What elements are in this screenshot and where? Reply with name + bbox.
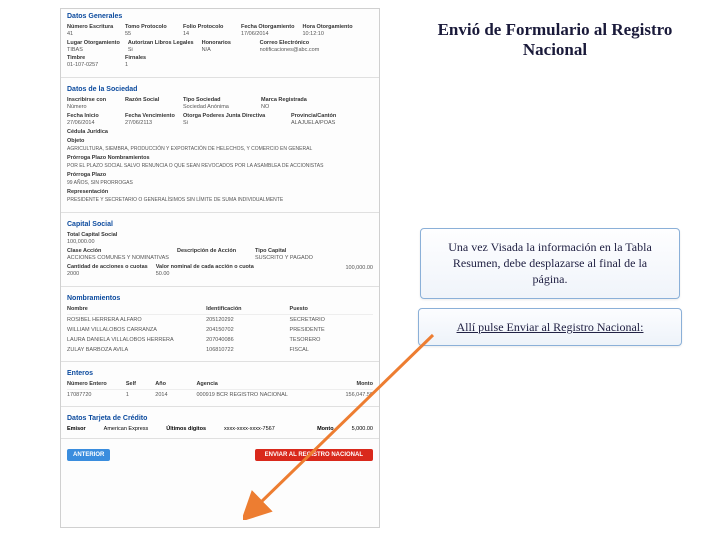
val: Si — [128, 47, 194, 53]
lbl: Tipo Capital — [255, 248, 313, 254]
section-title: Nombramientos — [67, 295, 373, 302]
lbl: Representación — [67, 189, 283, 195]
col-puesto: Puesto — [290, 306, 373, 312]
lbl: Fecha Inicio — [67, 113, 117, 119]
col-nombre: Nombre — [67, 306, 206, 312]
section-title: Datos Generales — [67, 13, 373, 20]
table-row: ZULAY BARBOZA AVILA106810722FISCAL — [67, 345, 373, 355]
lbl: Hora Otorgamiento — [302, 24, 352, 30]
val: xxxx-xxxx-xxxx-7567 — [224, 426, 275, 432]
val: PRESIDENTE Y SECRETARIO O GENERALÍSIMOS … — [67, 197, 283, 203]
section-title: Datos Tarjeta de Crédito — [67, 415, 373, 422]
table-row: WILLIAM VILLALOBOS CARRANZA204150702PRES… — [67, 325, 373, 335]
val: ACCIONES COMUNES Y NOMINATIVAS — [67, 255, 169, 261]
section-tarjeta: Datos Tarjeta de Crédito Emisor American… — [61, 411, 379, 439]
val: SUSCRITO Y PAGADO — [255, 255, 313, 261]
val: TIBAS — [67, 47, 120, 53]
page-title: Envió de Formulario al Registro Nacional — [415, 20, 695, 60]
val: 55 — [125, 31, 175, 37]
lbl: Objeto — [67, 138, 312, 144]
section-capital: Capital Social Total Capital Social100,0… — [61, 217, 379, 287]
summary-form: Datos Generales Número Escritura41 Tomo … — [60, 8, 380, 528]
lbl: Timbre — [67, 55, 117, 61]
col: Número Entero — [67, 381, 126, 387]
lbl: Provincia/Cantón — [291, 113, 341, 119]
entero-table: Número Entero Self Año Agencia Monto 170… — [67, 381, 373, 400]
callout-instruction-2: Allí pulse Enviar al Registro Nacional: — [418, 308, 682, 346]
anterior-button[interactable]: ANTERIOR — [67, 449, 110, 461]
lbl: Inscribirse con — [67, 97, 117, 103]
col: Año — [155, 381, 196, 387]
enviar-registro-button[interactable]: ENVIAR AL REGISTRO NACIONAL — [255, 449, 373, 461]
val: 100,000.00 — [323, 265, 373, 271]
val: Sociedad Anónima — [183, 104, 253, 110]
section-enteros: Enteros Número Entero Self Año Agencia M… — [61, 366, 379, 407]
val: 17/06/2014 — [241, 31, 294, 37]
lbl: Últimos dígitos — [166, 426, 206, 432]
lbl: Total Capital Social — [67, 232, 117, 238]
val: 100,000.00 — [67, 239, 117, 245]
val: 5,000.00 — [352, 426, 373, 432]
lbl: Cantidad de acciones o cuotas — [67, 264, 148, 270]
section-title: Enteros — [67, 370, 373, 377]
lbl: Correo Electrónico — [260, 40, 330, 46]
val: 50.00 — [156, 271, 256, 277]
val: 27/06/2113 — [125, 120, 175, 126]
section-nombramientos: Nombramientos Nombre Identificación Pues… — [61, 291, 379, 362]
val: Si — [183, 120, 283, 126]
val: 27/06/2014 — [67, 120, 117, 126]
lbl: Honorarios — [202, 40, 252, 46]
val: N/A — [202, 47, 252, 53]
lbl: Descripción de Acción — [177, 248, 247, 254]
val: 2000 — [67, 271, 148, 277]
lbl: Razón Social — [125, 97, 175, 103]
val: 99 AÑOS, SIN PRORROGAS — [67, 180, 167, 186]
lbl: Número Escritura — [67, 24, 117, 30]
val: notificaciones@abc.com — [260, 47, 330, 53]
lbl: Clase Acción — [67, 248, 169, 254]
nomb-table: Nombre Identificación Puesto ROSIBEL HER… — [67, 306, 373, 355]
section-title: Capital Social — [67, 221, 373, 228]
section-datos-generales: Datos Generales Número Escritura41 Tomo … — [61, 9, 379, 78]
lbl: Emisor — [67, 426, 86, 432]
lbl: Prórroga Plazo — [67, 172, 167, 178]
val: ALAJUELA/POAS — [291, 120, 341, 126]
col: Agencia — [196, 381, 314, 387]
val: American Express — [104, 426, 149, 432]
val: 10:12:10 — [302, 31, 352, 37]
section-title: Datos de la Sociedad — [67, 86, 373, 93]
lbl: Fecha Otorgamiento — [241, 24, 294, 30]
lbl: Lugar Otorgamiento — [67, 40, 120, 46]
lbl: Prórroga Plazo Nombramientos — [67, 155, 323, 161]
lbl: Autorizan Libros Legales — [128, 40, 194, 46]
lbl: Fecha Vencimiento — [125, 113, 175, 119]
val: 14 — [183, 31, 233, 37]
val: Número — [67, 104, 117, 110]
val: 01-107-0257 — [67, 62, 117, 68]
table-row: ROSIBEL HERRERA ALFARO205120292SECRETARI… — [67, 315, 373, 325]
val: AGRICULTURA, SIEMBRA, PRODUCCIÓN Y EXPOR… — [67, 146, 312, 152]
callout-instruction-1: Una vez Visada la información en la Tabl… — [420, 228, 680, 299]
table-row: 1708772012014000919 BCR REGISTRO NACIONA… — [67, 390, 373, 400]
lbl: Monto — [317, 426, 334, 432]
val: POR EL PLAZO SOCIAL SALVO RENUNCIA O QUE… — [67, 163, 323, 169]
lbl: Valor nominal de cada acción o cuota — [156, 264, 256, 270]
col-id: Identificación — [206, 306, 289, 312]
lbl: Otorga Poderes Junta Directiva — [183, 113, 283, 119]
lbl: Marca Registrada — [261, 97, 311, 103]
lbl: Firnales — [125, 55, 175, 61]
lbl: Tipo Sociedad — [183, 97, 253, 103]
section-datos-sociedad: Datos de la Sociedad Inscribirse conNúme… — [61, 82, 379, 213]
lbl: Folio Protocolo — [183, 24, 233, 30]
val: NO — [261, 104, 311, 110]
lbl: Cédula Jurídica — [67, 129, 117, 135]
button-row: ANTERIOR ENVIAR AL REGISTRO NACIONAL — [61, 443, 379, 467]
col: Monto — [314, 381, 373, 387]
col: Self — [126, 381, 155, 387]
lbl: Tomo Protocolo — [125, 24, 175, 30]
val: 1 — [125, 62, 175, 68]
val: 41 — [67, 31, 117, 37]
table-row: LAURA DANIELA VILLALOBOS HERRERA20704008… — [67, 335, 373, 345]
